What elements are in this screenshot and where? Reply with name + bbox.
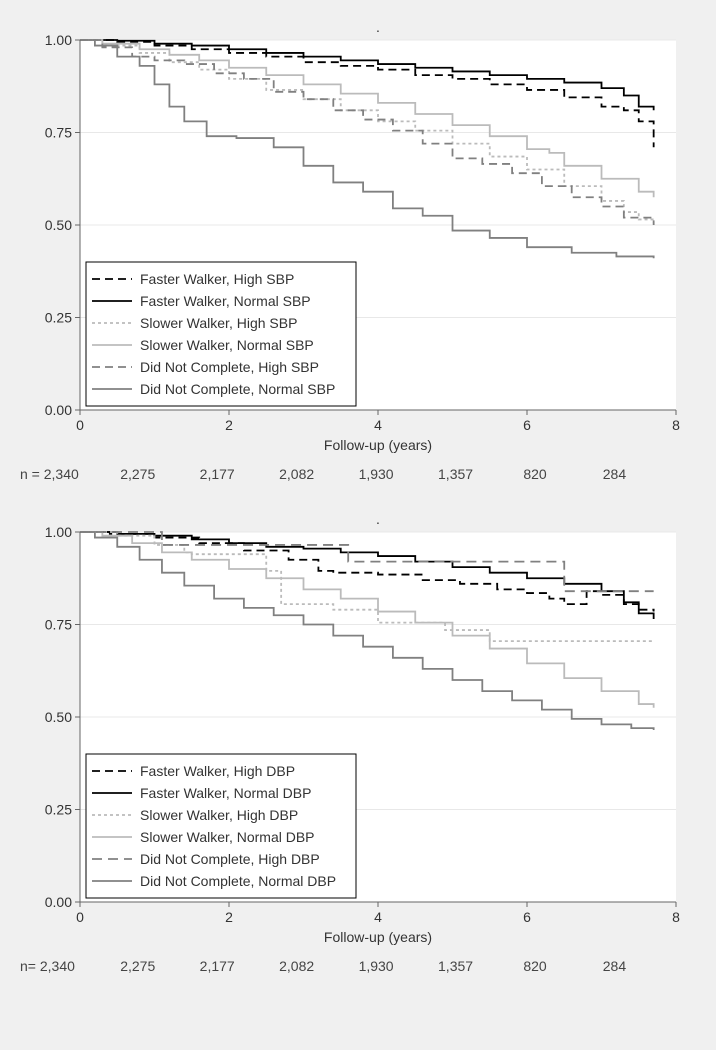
figure-container: . 0.00 0.25 0.50 0.75 1.00 0 2 4 6 8 Follow-up (yea…	[20, 20, 696, 974]
svg-text:0.50: 0.50	[45, 217, 72, 233]
svg-text:0.00: 0.00	[45, 894, 72, 910]
svg-text:Slower Walker, Normal SBP: Slower Walker, Normal SBP	[140, 337, 314, 353]
svg-text:Slower Walker, Normal DBP: Slower Walker, Normal DBP	[140, 829, 315, 845]
risk-value: 284	[575, 466, 654, 482]
svg-text:2: 2	[225, 417, 233, 433]
risk-value: 820	[495, 466, 574, 482]
svg-text:Did Not Complete, High DBP: Did Not Complete, High DBP	[140, 851, 320, 867]
svg-text:8: 8	[672, 417, 680, 433]
svg-text:8: 8	[672, 909, 680, 925]
svg-text:0.25: 0.25	[45, 802, 72, 818]
svg-text:4: 4	[374, 909, 382, 925]
risk-value: 1,357	[416, 466, 495, 482]
svg-text:Did Not Complete, High SBP: Did Not Complete, High SBP	[140, 359, 319, 375]
svg-text:.: .	[376, 512, 380, 527]
chart-dbp: . 0.00 0.25 0.50 0.75 1.00 0 2 4 6 8 Follow-up (yea…	[20, 512, 696, 974]
risk-value: 820	[495, 958, 574, 974]
risk-value: 1,930	[336, 958, 415, 974]
svg-text:Follow-up (years): Follow-up (years)	[324, 437, 432, 453]
svg-text:0: 0	[76, 417, 84, 433]
svg-text:.: .	[376, 20, 380, 35]
svg-text:Slower Walker, High SBP: Slower Walker, High SBP	[140, 315, 297, 331]
risk-value: 1,930	[336, 466, 415, 482]
risk-prefix: n= 2,340	[20, 958, 98, 974]
svg-text:0: 0	[76, 909, 84, 925]
svg-text:0.00: 0.00	[45, 402, 72, 418]
svg-text:Follow-up (years): Follow-up (years)	[324, 929, 432, 945]
svg-text:Faster Walker, Normal SBP: Faster Walker, Normal SBP	[140, 293, 311, 309]
svg-text:Did Not Complete, Normal DBP: Did Not Complete, Normal DBP	[140, 873, 336, 889]
svg-text:Slower Walker, High DBP: Slower Walker, High DBP	[140, 807, 298, 823]
risk-value: 284	[575, 958, 654, 974]
svg-text:1.00: 1.00	[45, 32, 72, 48]
svg-text:Did Not Complete, Normal SBP: Did Not Complete, Normal SBP	[140, 381, 335, 397]
svg-text:6: 6	[523, 417, 531, 433]
risk-prefix: n = 2,340	[20, 466, 98, 482]
svg-text:0.50: 0.50	[45, 709, 72, 725]
risk-value: 2,177	[177, 466, 256, 482]
svg-text:2: 2	[225, 909, 233, 925]
chart-sbp: . 0.00 0.25 0.50 0.75 1.00 0 2 4 6 8 Follow-up (yea…	[20, 20, 696, 482]
svg-text:Faster Walker, High SBP: Faster Walker, High SBP	[140, 271, 294, 287]
risk-value: 2,177	[177, 958, 256, 974]
svg-text:0.75: 0.75	[45, 617, 72, 633]
svg-text:1.00: 1.00	[45, 524, 72, 540]
risk-table-sbp: n = 2,3402,2752,1772,0821,9301,357820284	[20, 466, 696, 482]
risk-table-dbp: n= 2,3402,2752,1772,0821,9301,357820284	[20, 958, 696, 974]
risk-value: 2,082	[257, 466, 336, 482]
risk-value: 2,082	[257, 958, 336, 974]
svg-text:0.75: 0.75	[45, 125, 72, 141]
svg-text:6: 6	[523, 909, 531, 925]
svg-text:0.25: 0.25	[45, 310, 72, 326]
chart-dbp-svg: . 0.00 0.25 0.50 0.75 1.00 0 2 4 6 8 Follow-up (yea…	[20, 512, 696, 952]
risk-value: 1,357	[416, 958, 495, 974]
risk-value: 2,275	[98, 466, 177, 482]
risk-value: 2,275	[98, 958, 177, 974]
chart-sbp-svg: . 0.00 0.25 0.50 0.75 1.00 0 2 4 6 8 Follow-up (yea…	[20, 20, 696, 460]
svg-text:Faster Walker, High DBP: Faster Walker, High DBP	[140, 763, 295, 779]
svg-text:4: 4	[374, 417, 382, 433]
svg-text:Faster Walker, Normal DBP: Faster Walker, Normal DBP	[140, 785, 311, 801]
